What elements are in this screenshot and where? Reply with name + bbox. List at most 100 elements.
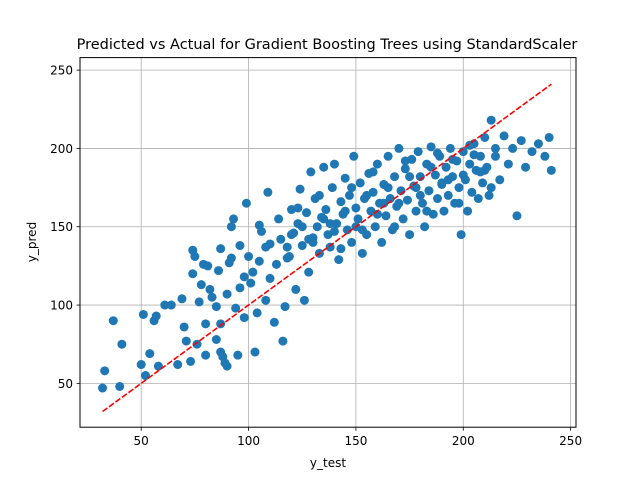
data-point bbox=[186, 356, 196, 366]
data-point bbox=[306, 167, 316, 177]
data-point bbox=[145, 349, 155, 359]
data-point bbox=[291, 284, 301, 294]
data-point bbox=[299, 295, 309, 305]
data-point bbox=[405, 230, 415, 240]
data-point bbox=[546, 165, 556, 175]
data-point bbox=[229, 214, 239, 224]
data-point bbox=[353, 214, 363, 224]
data-point bbox=[448, 154, 458, 164]
data-point bbox=[362, 190, 372, 200]
data-point bbox=[239, 313, 249, 323]
data-point bbox=[325, 219, 335, 229]
data-point bbox=[433, 194, 443, 204]
data-point bbox=[173, 360, 183, 370]
data-point bbox=[321, 205, 331, 215]
data-point bbox=[458, 170, 468, 180]
y-tick-label: 100 bbox=[50, 299, 73, 313]
data-point bbox=[454, 198, 464, 208]
data-point bbox=[244, 251, 254, 261]
data-point bbox=[463, 206, 473, 216]
data-point bbox=[211, 302, 221, 312]
data-point bbox=[398, 214, 408, 224]
data-point bbox=[166, 300, 176, 310]
data-point bbox=[138, 309, 148, 319]
data-point bbox=[344, 190, 354, 200]
data-point bbox=[390, 172, 400, 182]
data-point bbox=[486, 183, 496, 193]
data-point bbox=[256, 226, 266, 236]
y-tick-label: 150 bbox=[50, 220, 73, 234]
data-point bbox=[540, 151, 550, 161]
grid-lines bbox=[80, 57, 576, 428]
data-point bbox=[417, 198, 427, 208]
data-point bbox=[226, 222, 236, 232]
data-point bbox=[422, 206, 432, 216]
data-point bbox=[430, 170, 440, 180]
data-point bbox=[424, 186, 434, 196]
data-point bbox=[136, 360, 146, 370]
data-point bbox=[216, 244, 226, 254]
data-point bbox=[314, 190, 324, 200]
data-point bbox=[276, 234, 286, 244]
data-point bbox=[336, 197, 346, 207]
data-point bbox=[295, 184, 305, 194]
data-point bbox=[381, 211, 391, 221]
data-point bbox=[426, 142, 436, 152]
identity-line-group bbox=[102, 83, 552, 413]
data-point bbox=[347, 183, 357, 193]
data-point bbox=[222, 361, 232, 371]
data-point bbox=[370, 222, 380, 232]
data-point bbox=[383, 183, 393, 193]
data-point bbox=[368, 167, 378, 177]
data-point bbox=[203, 261, 213, 271]
data-point bbox=[355, 178, 365, 188]
data-point bbox=[357, 225, 367, 235]
data-point bbox=[115, 381, 125, 391]
data-point bbox=[336, 244, 346, 254]
data-point bbox=[329, 226, 339, 236]
data-point bbox=[282, 242, 292, 252]
data-point bbox=[201, 319, 211, 329]
data-point bbox=[211, 334, 221, 344]
data-point bbox=[261, 295, 271, 305]
data-point bbox=[179, 322, 189, 332]
data-point bbox=[544, 132, 554, 142]
data-point bbox=[445, 143, 455, 153]
data-point bbox=[151, 311, 161, 321]
data-point bbox=[233, 350, 243, 360]
data-point bbox=[439, 206, 449, 216]
data-point bbox=[475, 167, 485, 177]
data-point bbox=[503, 159, 513, 169]
data-point bbox=[527, 147, 537, 157]
data-point bbox=[160, 300, 170, 310]
data-point bbox=[265, 273, 275, 283]
data-point bbox=[456, 230, 466, 240]
data-point bbox=[239, 272, 249, 282]
data-point bbox=[271, 259, 281, 269]
data-point bbox=[443, 175, 453, 185]
data-point bbox=[194, 297, 204, 307]
data-point bbox=[533, 139, 543, 149]
data-point bbox=[473, 194, 483, 204]
data-point bbox=[192, 339, 202, 349]
plot-frame bbox=[79, 57, 577, 428]
data-point bbox=[521, 162, 531, 172]
data-point bbox=[385, 194, 395, 204]
data-point bbox=[205, 284, 215, 294]
data-point bbox=[188, 269, 198, 279]
x-axis-label: y_test bbox=[310, 456, 346, 470]
data-point bbox=[490, 151, 500, 161]
data-point bbox=[508, 143, 518, 153]
x-tick-label: 100 bbox=[237, 434, 260, 448]
data-point bbox=[297, 222, 307, 232]
data-point bbox=[383, 151, 393, 161]
data-point bbox=[372, 159, 382, 169]
data-point bbox=[280, 302, 290, 312]
data-point bbox=[478, 178, 488, 188]
data-point bbox=[246, 278, 256, 288]
data-point bbox=[512, 211, 522, 221]
data-point bbox=[405, 172, 415, 182]
data-point bbox=[332, 219, 342, 229]
data-point bbox=[235, 283, 245, 293]
data-point bbox=[293, 203, 303, 213]
